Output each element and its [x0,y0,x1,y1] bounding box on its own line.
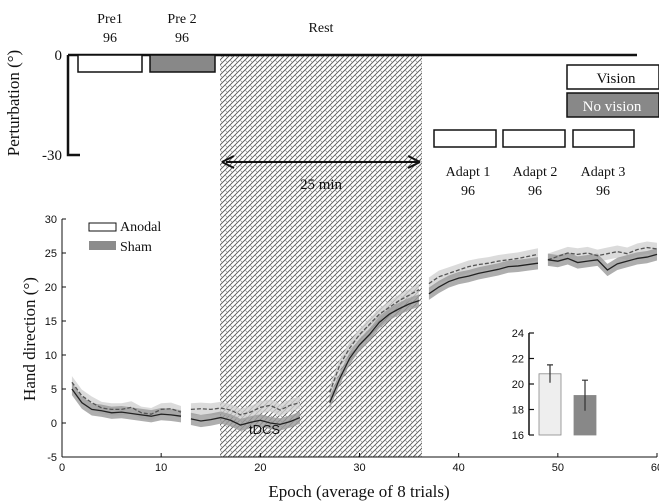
inset-y-tick-label-22: 22 [512,354,524,366]
rest-arrowhead-right [407,155,421,169]
sham-line-segment-3 [428,262,539,295]
sham-sem-band-1 [190,411,300,432]
inset-bar-anodal [538,373,562,436]
anodal-line-segment-2 [329,289,420,393]
inset-y-tick-label-18: 18 [512,405,524,417]
no-vision-legend-label: No vision [583,99,642,115]
sham-sem-band-4 [547,248,657,277]
hand-y-axis-label: Hand direction (°) [20,277,39,401]
no-vision-legend-swatch [566,92,659,118]
legend-anodal-swatch [88,222,117,232]
y-tick-label-0: 0 [51,418,57,430]
hand-x-axis-label: Epoch (average of 8 trials) [268,482,449,501]
sham-line-segment-1 [190,416,301,426]
adapt1-trials: 96 [461,184,475,199]
inset-bar-chart: 16 18 20 22 24 [512,328,597,442]
y-tick-label-25: 25 [45,248,57,260]
x-tick-label-60: 60 [651,462,659,474]
anodal-line-segment-3 [428,253,539,285]
y-tick-label-15: 15 [45,316,57,328]
pre1-trials: 96 [103,31,117,46]
y-tick-label-10: 10 [45,350,57,362]
pre2-label: Pre 2 [167,12,196,27]
pre1-block [77,54,143,73]
tdcs-label: tDCS [249,422,280,437]
x-tick-label-0: 0 [59,462,65,474]
x-tick-label-50: 50 [552,462,564,474]
adapt1-block [433,129,497,148]
y-tick-label-30: 30 [45,214,57,226]
x-tick-label-20: 20 [254,462,266,474]
vision-legend-label: Vision [596,71,636,87]
sham-line-segment-2 [329,299,420,403]
adapt2-trials: 96 [528,184,542,199]
sham-sem-band-2 [329,294,419,409]
x-tick-label-30: 30 [353,462,365,474]
anodal-line-segment-1 [190,401,301,416]
pre2-trials: 96 [175,31,189,46]
vision-legend-swatch [566,64,659,90]
adapt2-block [502,129,566,148]
y-tick-label-20: 20 [45,282,57,294]
rest-arrowhead-left [221,155,235,169]
inset-y-tick-label-16: 16 [512,430,524,442]
sem-bands [71,241,657,432]
protocol-y-axis-label: Perturbation (°) [4,50,23,156]
y-tick-label--5: -5 [47,452,57,464]
pre2-block [149,54,216,73]
anodal-sem-band-2 [329,283,419,399]
rest-duration-label: 25 min [300,177,343,193]
protocol-panel: Perturbation (°) 0 -30 Pre1 96 Pre 2 96 … [4,12,659,199]
inset-y-tick-label-20: 20 [512,379,524,391]
sham-sem-band-0 [71,382,181,423]
anodal-sem-band-1 [190,396,300,421]
legend-sham-swatch [89,241,116,250]
adapt3-trials: 96 [596,184,610,199]
adapt3-block [572,129,635,148]
x-tick-label-40: 40 [453,462,465,474]
adapt2-label: Adapt 2 [513,165,558,180]
inset-axis-ticks: 16 18 20 22 24 [512,328,534,442]
protocol-ytick-minus30: -30 [42,148,62,164]
mean-lines [71,246,658,426]
anodal-line-segment-4 [547,246,658,261]
pre1-label: Pre1 [97,12,123,27]
adapt3-label: Adapt 3 [581,165,626,180]
protocol-ytick-0: 0 [55,48,63,64]
anodal-line-segment-0 [71,381,182,415]
inset-errorbar-sham [582,379,588,411]
sham-sem-band-3 [428,257,538,300]
inset-errorbar-anodal [547,364,553,383]
y-tick-label-5: 5 [51,384,57,396]
adapt1-label: Adapt 1 [446,165,491,180]
legend-sham-label: Sham [120,240,152,255]
inset-bars [538,364,597,436]
sham-line-segment-4 [547,253,658,271]
legend-anodal-label: Anodal [120,220,161,235]
rest-label: Rest [309,21,334,36]
inset-y-tick-label-24: 24 [512,328,524,340]
rest-hatched-region [220,55,422,457]
sham-line-segment-0 [71,388,182,417]
x-tick-label-10: 10 [155,462,167,474]
